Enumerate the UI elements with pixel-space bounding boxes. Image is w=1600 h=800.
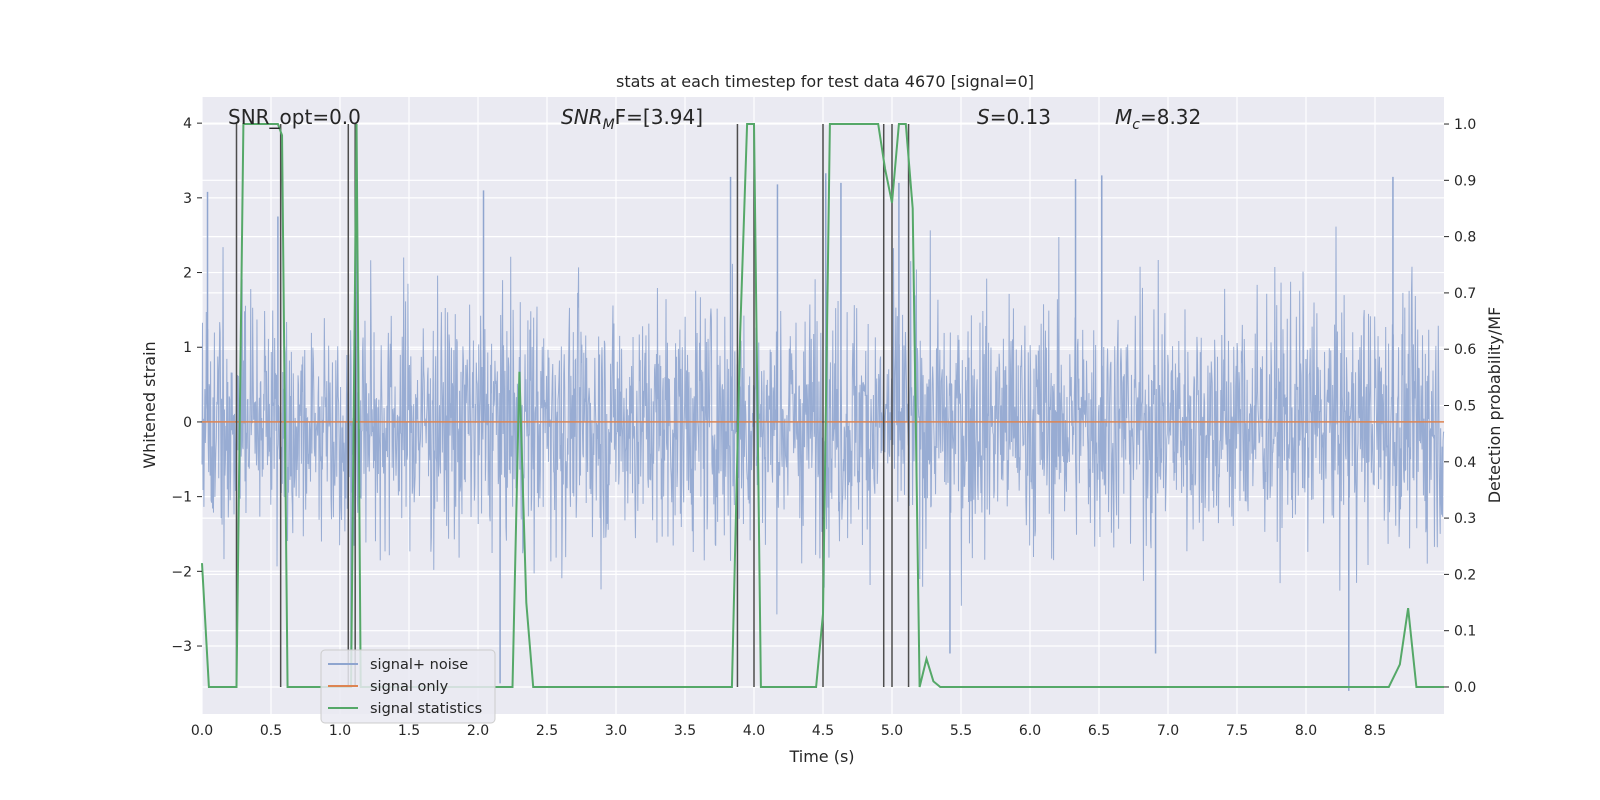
- y-left-tick-label: 3: [183, 191, 192, 207]
- x-axis-label: Time (s): [788, 747, 854, 766]
- y-right-tick-labels: 0.0 0.1 0.2 0.3 0.4 0.5 0.6 0.7 0.8 0.9 1.0: [1444, 117, 1476, 696]
- legend: signal+ noise signal only signal statist…: [320, 649, 496, 724]
- x-tick-labels: 0.0 0.5 1.0 1.5 2.0 2.5 3.0 3.5 4.0 4.5 5.0 5.5 6.0 6…: [191, 723, 1386, 739]
- legend-box: [320, 649, 496, 724]
- x-tick-label: 7.5: [1226, 723, 1248, 739]
- y-right-tick-label: 0.1: [1454, 624, 1476, 640]
- x-tick-label: 4.0: [743, 723, 765, 739]
- y-right-tick-label: 0.5: [1454, 399, 1476, 415]
- annotation-mc-main: M: [1115, 105, 1132, 129]
- y-left-axis-label: Whitened strain: [140, 341, 159, 468]
- legend-label-statistics: signal statistics: [370, 701, 482, 717]
- y-right-tick-label: 0.9: [1454, 173, 1476, 189]
- annotation-snr-mf-tail: F=[3.94]: [615, 105, 703, 129]
- annotation-snr-opt: SNR_opt=0.0: [228, 105, 361, 129]
- annotation-mc-sub: c: [1132, 117, 1140, 133]
- x-tick-label: 3.5: [674, 723, 696, 739]
- legend-label-signal-only: signal only: [370, 679, 449, 695]
- x-tick-label: 6.5: [1088, 723, 1110, 739]
- annotation-snr-mf: SNRMF=[3.94]: [561, 105, 703, 133]
- annotation-snr-mf-main: SNR: [561, 105, 603, 129]
- x-tick-label: 0.0: [191, 723, 213, 739]
- x-tick-label: 8.0: [1295, 723, 1317, 739]
- y-left-tick-label: −1: [171, 490, 192, 506]
- y-left-tick-label: 2: [183, 266, 192, 282]
- y-right-tick-label: 0.8: [1454, 230, 1476, 246]
- vertical-markers: [235, 124, 910, 687]
- series-signal-statistics: [201, 123, 1444, 688]
- x-tick-label: 2.5: [536, 723, 558, 739]
- y-right-tick-label: 0.6: [1454, 342, 1476, 358]
- y-right-tick-label: 1.0: [1454, 117, 1476, 133]
- annotation-s-tail: =0.13: [990, 105, 1051, 129]
- y-left-tick-label: 1: [183, 340, 192, 356]
- x-tick-label: 3.0: [605, 723, 627, 739]
- y-left-tick-label: 4: [183, 116, 192, 132]
- y-right-axis-label: Detection probability/MF: [1485, 307, 1504, 504]
- x-tick-label: 7.0: [1157, 723, 1179, 739]
- x-tick-label: 0.5: [260, 723, 282, 739]
- y-right-tick-label: 0.3: [1454, 511, 1476, 527]
- statistics-line: [201, 123, 1444, 688]
- x-tick-label: 5.5: [950, 723, 972, 739]
- x-tick-label: 8.5: [1364, 723, 1386, 739]
- legend-label-noise: signal+ noise: [370, 657, 468, 673]
- x-tick-label: 6.0: [1019, 723, 1041, 739]
- y-right-tick-label: 0.7: [1454, 286, 1476, 302]
- annotation-mc-tail: =8.32: [1140, 105, 1201, 129]
- annotation-snr-mf-sub: M: [603, 117, 615, 133]
- y-left-tick-labels: −3 −2 −1 0 1 2 3 4: [171, 116, 202, 655]
- x-tick-label: 1.5: [398, 723, 420, 739]
- x-tick-label: 1.0: [329, 723, 351, 739]
- y-right-tick-label: 0.4: [1454, 455, 1476, 471]
- y-right-tick-label: 0.2: [1454, 567, 1476, 583]
- series-signal-noise: [201, 145, 1445, 691]
- annotation-mc: Mc=8.32: [1115, 105, 1201, 133]
- chart-title: stats at each timestep for test data 467…: [616, 72, 1034, 91]
- y-right-tick-label: 0.0: [1454, 680, 1476, 696]
- annotation-s-main: S: [977, 105, 990, 129]
- y-left-tick-label: 0: [183, 415, 192, 431]
- x-tick-label: 4.5: [812, 723, 834, 739]
- x-tick-label: 5.0: [881, 723, 903, 739]
- y-left-tick-label: −3: [171, 639, 192, 655]
- y-left-tick-label: −2: [171, 564, 192, 580]
- annotation-s: S=0.13: [977, 105, 1051, 129]
- x-tick-label: 2.0: [467, 723, 489, 739]
